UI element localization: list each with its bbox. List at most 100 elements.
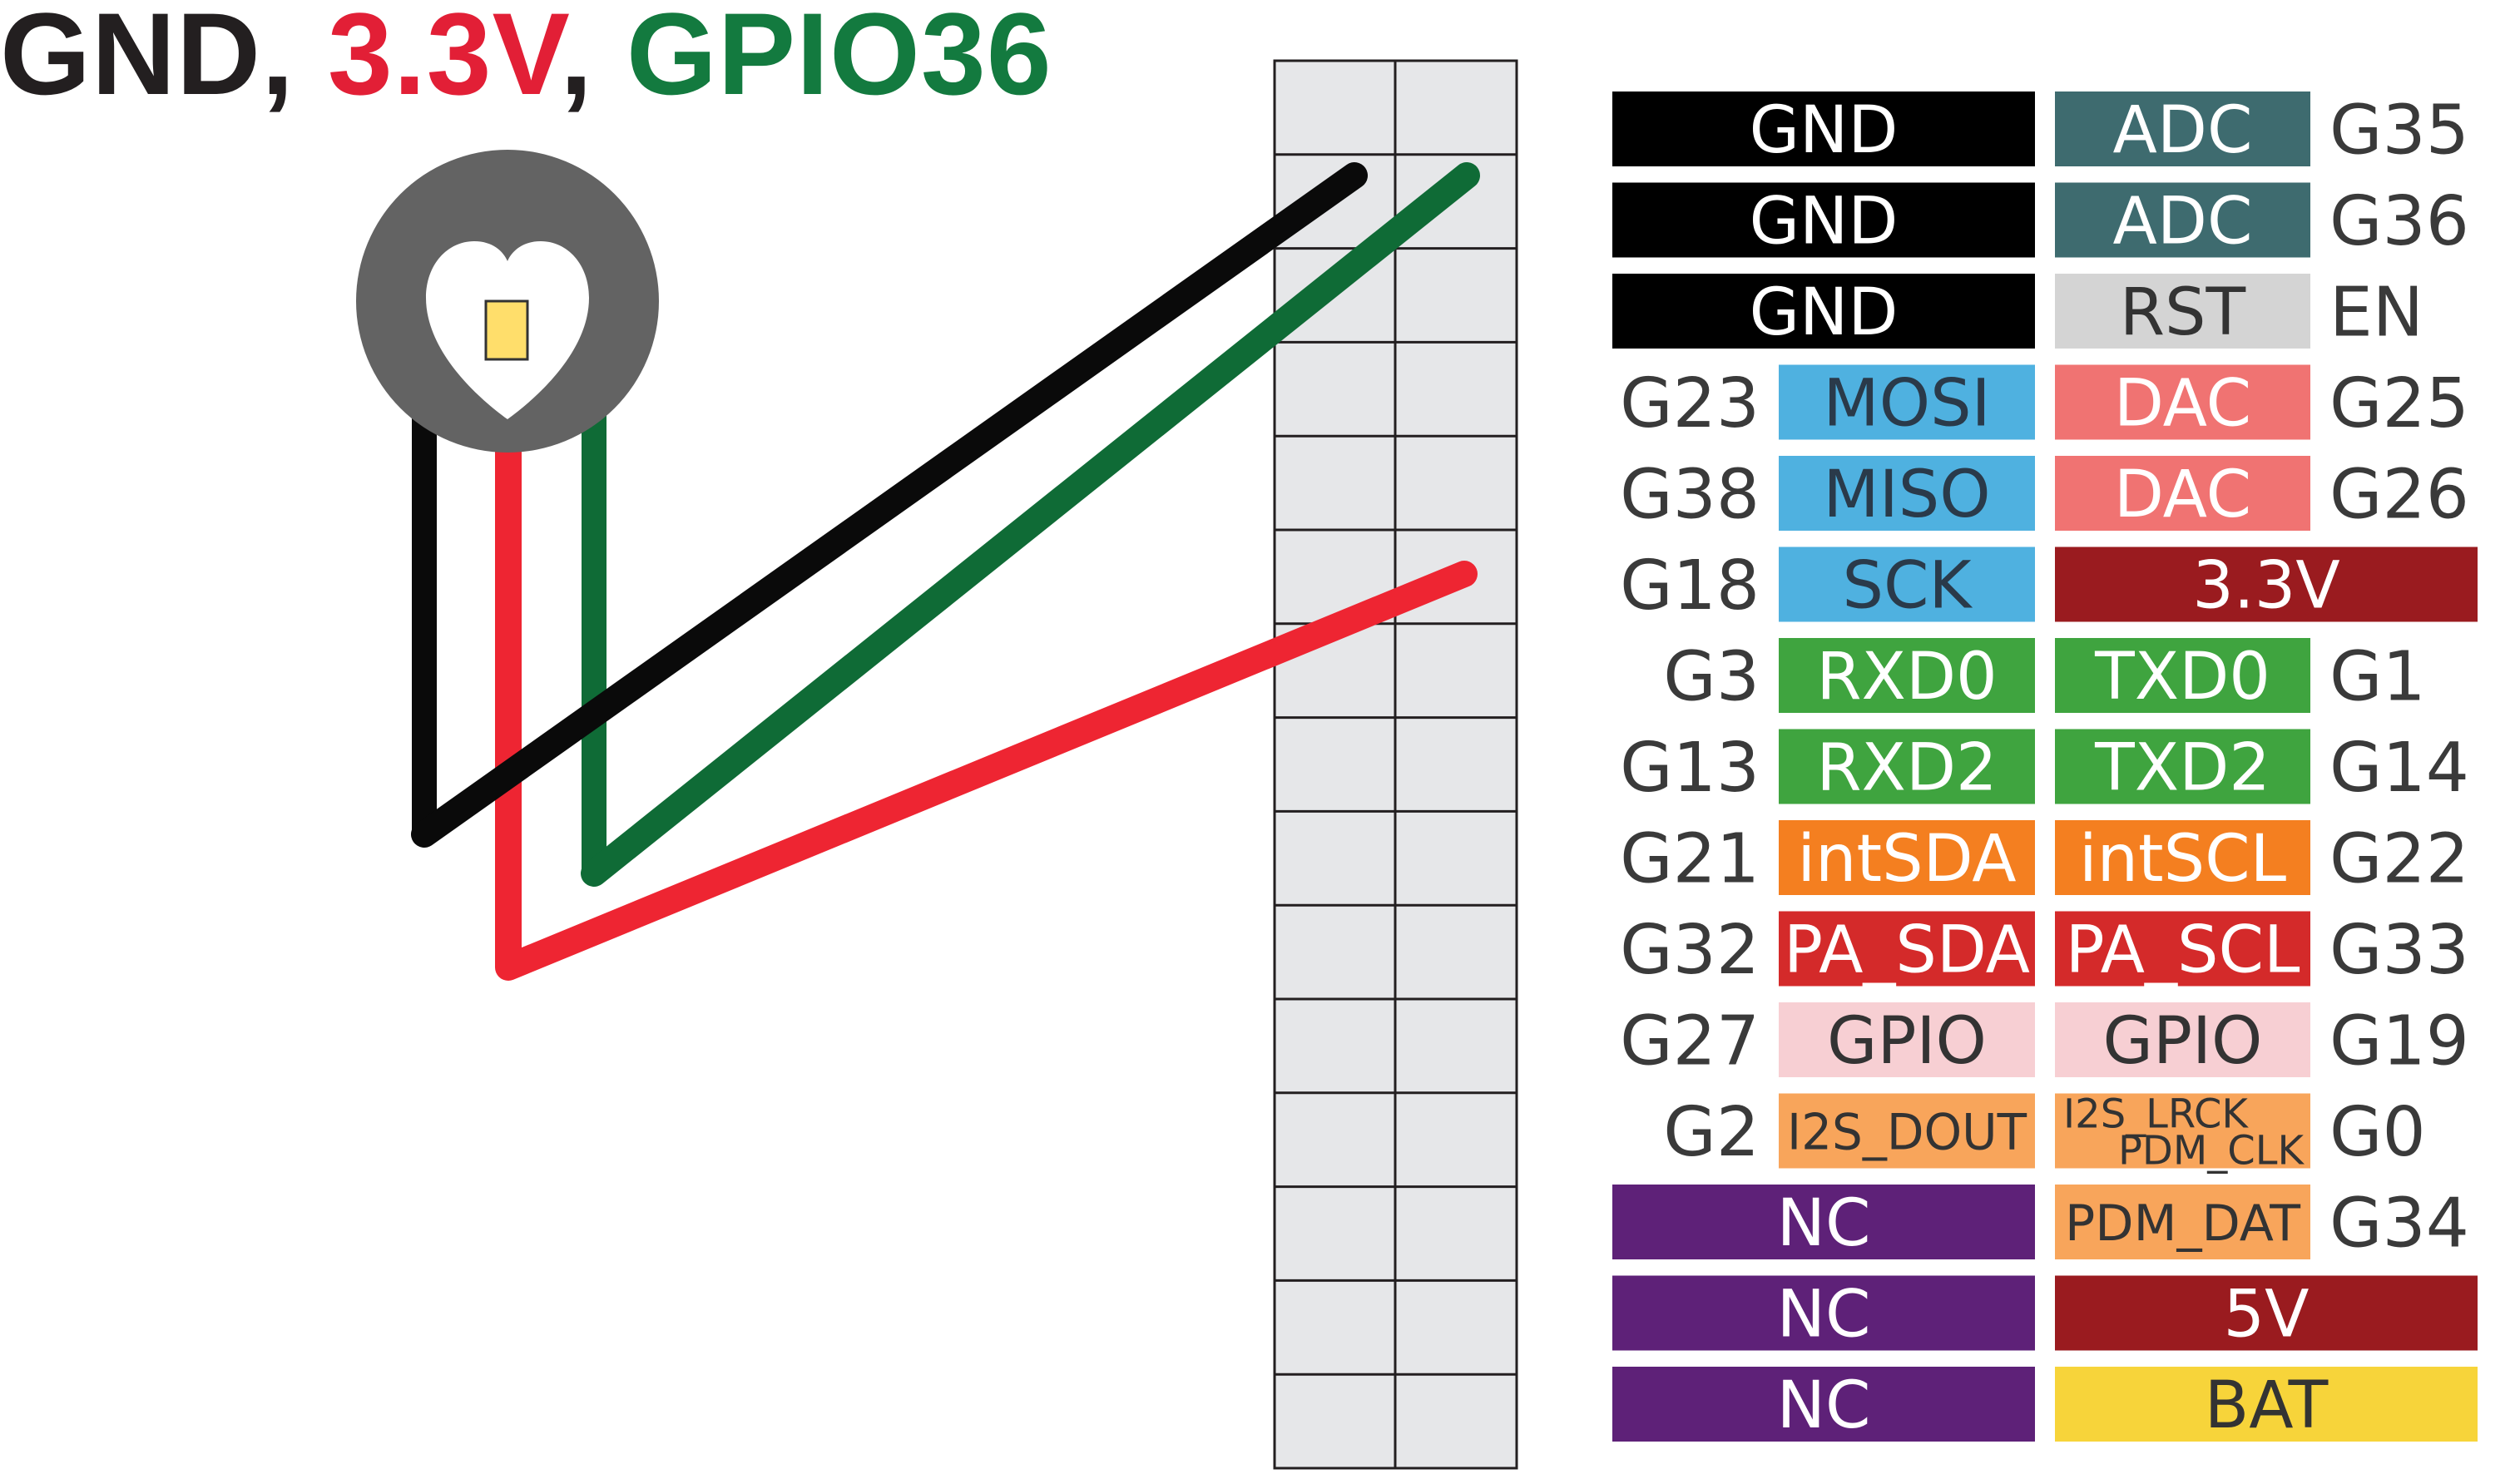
gpio-number-label: G26 <box>2329 456 2469 535</box>
pin-function-label: DAC <box>2114 458 2251 532</box>
pin-function-box <box>1612 274 2035 349</box>
gpio-number-label: G3 <box>1663 638 1760 717</box>
pin-function-box <box>2055 274 2310 349</box>
gpio-number-label: G38 <box>1620 456 1760 535</box>
pin-function-box <box>2055 729 2310 804</box>
pin-function-box <box>1612 1185 2035 1259</box>
pin-map-row: intSDA G21 intSCL G22 <box>1620 820 2469 899</box>
pin-map-row: MISO G38 DAC G26 <box>1620 456 2469 535</box>
pin-function-box <box>2055 1367 2478 1442</box>
title-separator: , <box>261 0 328 119</box>
pin-function-label: ADC <box>2113 185 2253 260</box>
pin-map-row: NC 5V <box>1612 1275 2478 1353</box>
pin-map-row: GND RST EN <box>1612 274 2423 353</box>
pin-function-box <box>2055 92 2310 166</box>
pin-function-box <box>2055 820 2310 895</box>
pin-function-box <box>2055 364 2310 440</box>
pin-map-row: GND ADC G36 <box>1612 182 2469 261</box>
title-gnd: GND <box>0 0 262 119</box>
pin-function-label: DAC <box>2114 367 2251 442</box>
pin-function-label: GND <box>1750 185 1899 260</box>
heart-rate-sensor <box>356 150 659 453</box>
pin-function-box <box>1779 547 2035 622</box>
pin-map-row: SCK G18 3.3V <box>1620 547 2478 626</box>
pin-function-label: GPIO <box>2103 1004 2263 1079</box>
pin-function-box <box>2055 1185 2310 1259</box>
pin-function-label: MISO <box>1823 458 1990 532</box>
gpio-number-label: G32 <box>1620 911 1760 990</box>
pin-function-label: I2S_LRCK <box>2063 1091 2249 1138</box>
pin-function-box <box>1779 820 2035 895</box>
pin-function-label: 5V <box>2224 1278 2310 1353</box>
wiring-diagram <box>356 59 1518 1470</box>
pin-function-label: MOSI <box>1823 367 1990 442</box>
pin-function-label: ADC <box>2113 93 2253 168</box>
power-wire <box>495 403 1478 981</box>
pin-function-box <box>2055 1002 2310 1077</box>
gpio-number-label: G19 <box>2329 1002 2469 1081</box>
pin-function-label: PA_SDA <box>1784 913 2030 988</box>
pin-function-label: NC <box>1777 1186 1871 1261</box>
pin-function-label: GND <box>1750 275 1899 350</box>
gpio-number-label: G0 <box>2329 1093 2426 1172</box>
pin-function-box <box>1779 1093 2035 1169</box>
gpio-number-label: G13 <box>1620 729 1760 808</box>
pin-function-box <box>2055 1275 2478 1351</box>
signal-wire <box>581 162 1480 887</box>
pin-function-label: I2S_DOUT <box>1787 1104 2027 1162</box>
gpio-number-label: G2 <box>1663 1093 1760 1172</box>
gpio-number-label: G33 <box>2329 911 2469 990</box>
gpio-number-label: G25 <box>2329 364 2469 443</box>
gpio-number-label: G34 <box>2329 1185 2469 1264</box>
pin-function-box <box>1779 911 2035 987</box>
pin-map-row: NC BAT <box>1612 1367 2478 1443</box>
pin-function-label: GND <box>1750 93 1899 168</box>
pin-function-label: BAT <box>2205 1368 2329 1443</box>
title-separator: , <box>560 0 626 119</box>
gpio-number-label: G27 <box>1620 1002 1760 1081</box>
pin-function-label: GPIO <box>1827 1004 1987 1079</box>
pin-function-label: TXD0 <box>2094 640 2270 715</box>
pin-map-row: RXD0 G3 TXD0 G1 <box>1663 638 2425 717</box>
pin-function-label: SCK <box>1842 549 1973 624</box>
pin-function-label: NC <box>1777 1368 1871 1443</box>
pin-map-row: PA_SDA G32 PA_SCL G33 <box>1620 911 2469 990</box>
pin-function-label: RST <box>2120 275 2246 350</box>
gpio-number-label: G36 <box>2329 182 2469 261</box>
pin-function-box <box>2055 1093 2310 1169</box>
pin-function-box <box>2055 547 2478 622</box>
pin-function-label: PDM_CLK <box>2118 1128 2305 1175</box>
gpio-number-label: G22 <box>2329 820 2469 899</box>
pin-function-label: TXD2 <box>2094 731 2270 806</box>
pin-function-label: 3.3V <box>2192 549 2339 624</box>
pin-function-label: PDM_DAT <box>2065 1195 2300 1253</box>
pin-map-row: MOSI G23 DAC G25 <box>1620 364 2469 443</box>
pin-map-row: GPIO G27 GPIO G19 <box>1620 1002 2469 1081</box>
pin-function-box <box>1612 1367 2035 1442</box>
pin-map-row: RXD2 G13 TXD2 G14 <box>1620 729 2469 808</box>
pin-function-label: NC <box>1777 1278 1871 1353</box>
diagram-title: GND, 3.3V, GPIO36 <box>0 0 1052 121</box>
gpio-number-label: G18 <box>1620 547 1760 626</box>
title-3v3: 3.3V <box>327 0 561 119</box>
pin-function-box <box>1779 456 2035 531</box>
pin-function-box <box>1779 1002 2035 1077</box>
pin-function-box <box>1612 1275 2035 1351</box>
pin-function-box <box>2055 638 2310 713</box>
pin-function-box <box>1779 364 2035 440</box>
gpio-number-label: EN <box>2329 274 2423 353</box>
gpio-number-label: G1 <box>2329 638 2426 717</box>
pin-map-row: NC PDM_DAT G34 <box>1612 1185 2469 1264</box>
pin-function-label: PA_SCL <box>2066 913 2300 988</box>
gpio-number-label: G35 <box>2329 92 2469 171</box>
led-sensor <box>484 299 529 361</box>
pin-function-box <box>1779 729 2035 804</box>
pin-map-row: GND ADC G35 <box>1612 92 2469 171</box>
pin-function-box <box>2055 182 2310 258</box>
pin-function-box <box>2055 911 2310 987</box>
pin-function-label: RXD2 <box>1816 731 1997 806</box>
pin-function-label: intSDA <box>1797 822 2016 897</box>
